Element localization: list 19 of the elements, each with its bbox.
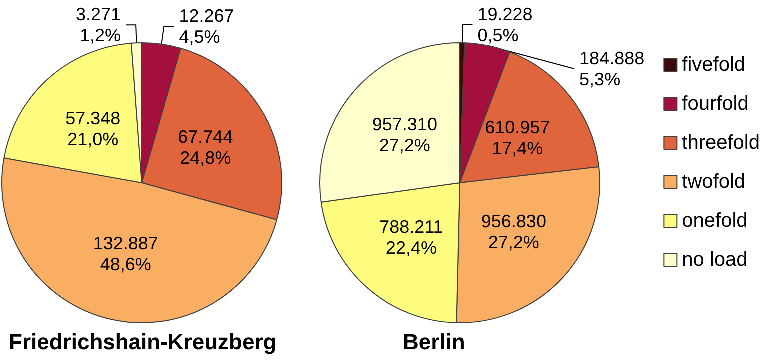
data-label: 19.228 0,5% xyxy=(478,4,533,46)
legend-label: onefold xyxy=(682,210,748,232)
data-label: 3.271 1,2% xyxy=(76,4,122,46)
legend-label: threefold xyxy=(682,132,760,154)
legend-label: fivefold xyxy=(682,54,746,76)
data-label: 956.830 27,2% xyxy=(481,212,546,253)
data-label: 610.957 17,4% xyxy=(485,118,550,159)
data-label: 184.888 5,3% xyxy=(580,48,645,90)
data-label: 67.744 24,8% xyxy=(178,126,234,168)
legend-label: no load xyxy=(682,249,748,271)
data-label: 788.211 22,4% xyxy=(380,217,444,258)
legend-label: fourfold xyxy=(682,93,749,115)
text: Friedrichshain-Kreuzberg xyxy=(9,330,277,354)
data-label: 57.348 21,0% xyxy=(66,108,121,150)
legend-label: twofold xyxy=(682,171,746,193)
text: Berlin xyxy=(403,330,466,354)
data-label: 957.310 27,2% xyxy=(372,114,438,156)
data-label: 12.267 4,5% xyxy=(179,6,234,48)
data-label: 132.887 48,6% xyxy=(93,234,158,275)
